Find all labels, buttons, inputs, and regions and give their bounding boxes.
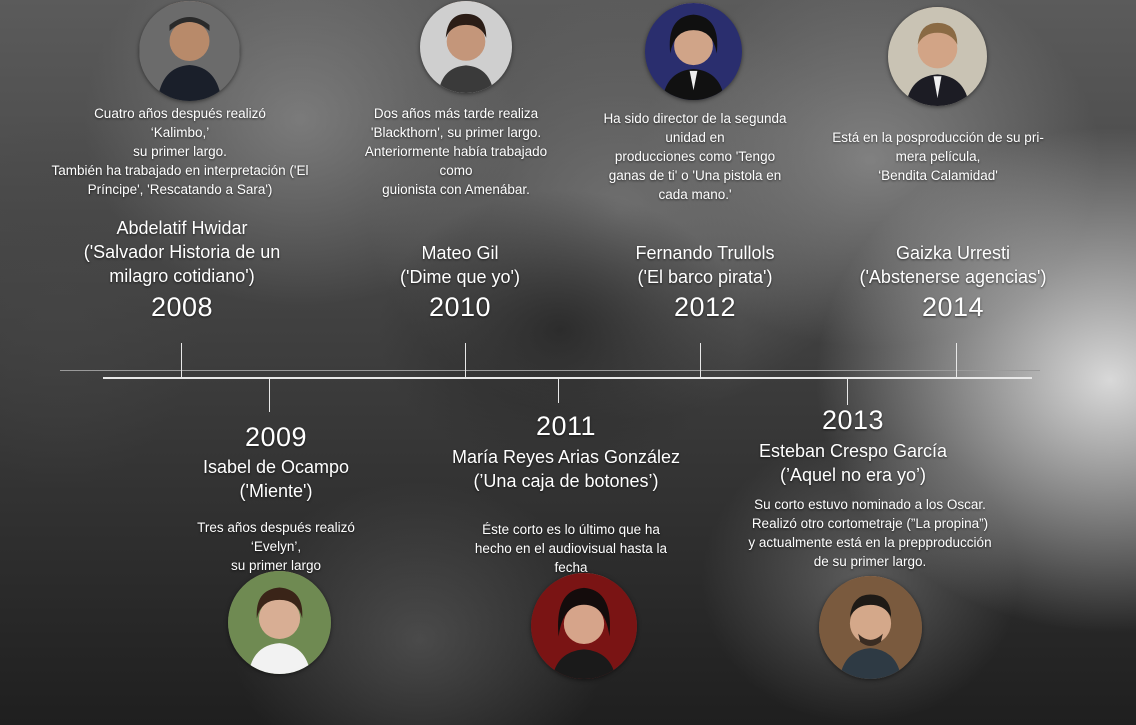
description-line: hecho en el audiovisual hasta la [474,541,668,556]
director-name: Gaizka Urresti [895,243,1011,263]
description-line: Ha sido director de la segunda [603,111,787,126]
director-2011: María Reyes Arias González (’Una caja de… [436,445,696,493]
film-title: (’Una caja de botones’) [473,471,659,491]
year-2008: 2008 [150,292,214,322]
description-line: Cuatro años después realizó [94,106,266,121]
description-line: ‘Evelyn’, [250,539,302,554]
director-name: Isabel de Ocampo [202,457,350,477]
description-2014: Está en la posproducción de su pri- mera… [818,128,1058,185]
description-line: ‘Kalimbo,’ [150,125,210,140]
description-line: de su primer largo. [813,554,927,569]
timeline-tick-2013 [847,378,848,405]
description-line: Está en la posproducción de su pri- [832,130,1044,145]
avatar-mateo-gil [420,1,512,93]
year-2013: 2013 [821,405,885,435]
description-line: Príncipe', 'Rescatando a Sara') [87,182,273,197]
director-name: Abdelatif Hwidar [116,218,248,238]
timeline-tick-2011 [558,378,559,403]
director-name: María Reyes Arias González [451,447,681,467]
description-line: fecha [554,560,588,575]
timeline-tick-2010 [465,343,466,378]
director-2010: Mateo Gil ('Dime que yo') [360,241,560,289]
director-name: Mateo Gil [421,243,499,263]
director-2013: Esteban Crespo García (’Aquel no era yo’… [733,439,973,487]
director-name: Fernando Trullols [635,243,775,263]
description-2013: Su corto estuvo nominado a los Oscar. Re… [720,495,1020,571]
year-2009: 2009 [244,422,308,452]
director-2008: Abdelatif Hwidar ('Salvador Historia de … [62,216,302,288]
year-2010: 2010 [428,292,492,322]
description-line: ‘Bendita Calamidad' [878,168,998,183]
director-name: Esteban Crespo García [758,441,948,461]
description-line: como [439,163,473,178]
timeline-tick-2014 [956,343,957,378]
avatar-esteban-crespo-garcia [819,576,922,679]
avatar-gaizka-urresti [888,7,987,106]
description-line: Dos años más tarde realiza [373,106,539,121]
description-line: producciones como 'Tengo [614,149,776,164]
film-title: ('Salvador Historia de un milagro cotidi… [83,242,281,286]
description-line: guionista con Amenábar. [382,182,530,197]
description-2009: Tres años después realizó ‘Evelyn’, su p… [176,518,376,575]
description-line: su primer largo. [133,144,227,159]
description-line: Su corto estuvo nominado a los Oscar. [754,497,986,512]
year-2011: 2011 [535,411,597,441]
year-2012: 2012 [673,292,737,322]
film-title: (’Aquel no era yo’) [779,465,927,485]
film-title: ('Abstenerse agencias') [859,267,1047,287]
director-2012: Fernando Trullols ('El barco pirata') [595,241,815,289]
description-line: su primer largo [230,558,322,573]
timeline-tick-2009 [269,378,270,412]
description-2012: Ha sido director de la segunda unidad en… [585,109,805,204]
description-line: cada mano.' [658,187,732,202]
film-title: ('Dime que yo') [400,267,520,287]
description-line: 'Blackthorn', su primer largo. [370,125,542,140]
description-line: mera película, [895,149,981,164]
description-line: ganas de ti' o 'Una pistola en [608,168,782,183]
description-line: Anteriormente había trabajado [364,144,548,159]
description-line: Éste corto es lo último que ha [482,522,660,537]
film-title: ('El barco pirata') [637,267,773,287]
description-line: Tres años después realizó [197,520,355,535]
description-line: Realizó otro cortometraje (”La propina”) [751,516,989,531]
timeline-axis-upper [60,370,1040,371]
avatar-maria-reyes-arias-gonzalez [531,573,637,679]
avatar-isabel-de-ocampo [228,571,331,674]
film-title: ('Miente') [239,481,313,501]
avatar-fernando-trullols [645,3,742,100]
year-2014: 2014 [921,292,985,322]
description-2010: Dos años más tarde realiza 'Blackthorn',… [336,104,576,199]
description-2008: Cuatro años después realizó ‘Kalimbo,’ s… [30,104,330,199]
director-2014: Gaizka Urresti ('Abstenerse agencias') [843,241,1063,289]
timeline-tick-2008 [181,343,182,378]
director-2009: Isabel de Ocampo ('Miente') [176,455,376,503]
timeline-tick-2012 [700,343,701,378]
timeline-axis [103,377,1032,379]
avatar-abdelatif-hwidar [139,1,240,101]
description-2011: Éste corto es lo último que ha hecho en … [461,520,681,577]
description-line: y actualmente está en la prepproducción [748,535,992,550]
description-line: También ha trabajado en interpretación (… [51,163,309,178]
description-line: unidad en [665,130,725,145]
